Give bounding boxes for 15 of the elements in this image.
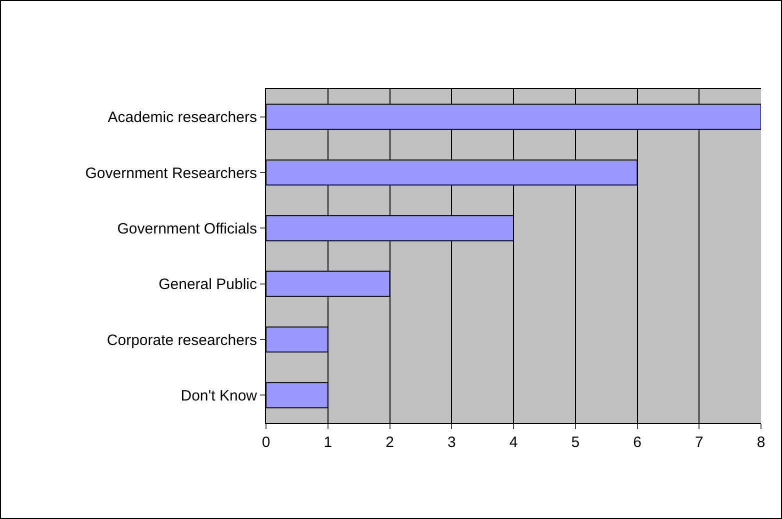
x-tick-label: 0	[262, 434, 270, 451]
x-tick-label: 4	[509, 434, 518, 451]
x-tick-label: 2	[386, 434, 394, 451]
x-tick-label: 6	[633, 434, 642, 451]
y-tick-label: Government Researchers	[85, 164, 257, 182]
x-tick-label: 5	[571, 434, 580, 451]
y-tick-label: Don't Know	[180, 387, 258, 404]
y-tick-label: General Public	[158, 276, 258, 294]
x-tick-label: 3	[447, 434, 456, 451]
y-tick-label: Government Officials	[117, 220, 257, 238]
y-tick-label: Academic researchers	[108, 109, 257, 126]
x-tick-label: 1	[324, 434, 332, 451]
y-tick-label: Corporate researchers	[106, 332, 257, 349]
x-tick-label: 7	[694, 434, 704, 451]
x-tick-label: 8	[756, 434, 766, 451]
